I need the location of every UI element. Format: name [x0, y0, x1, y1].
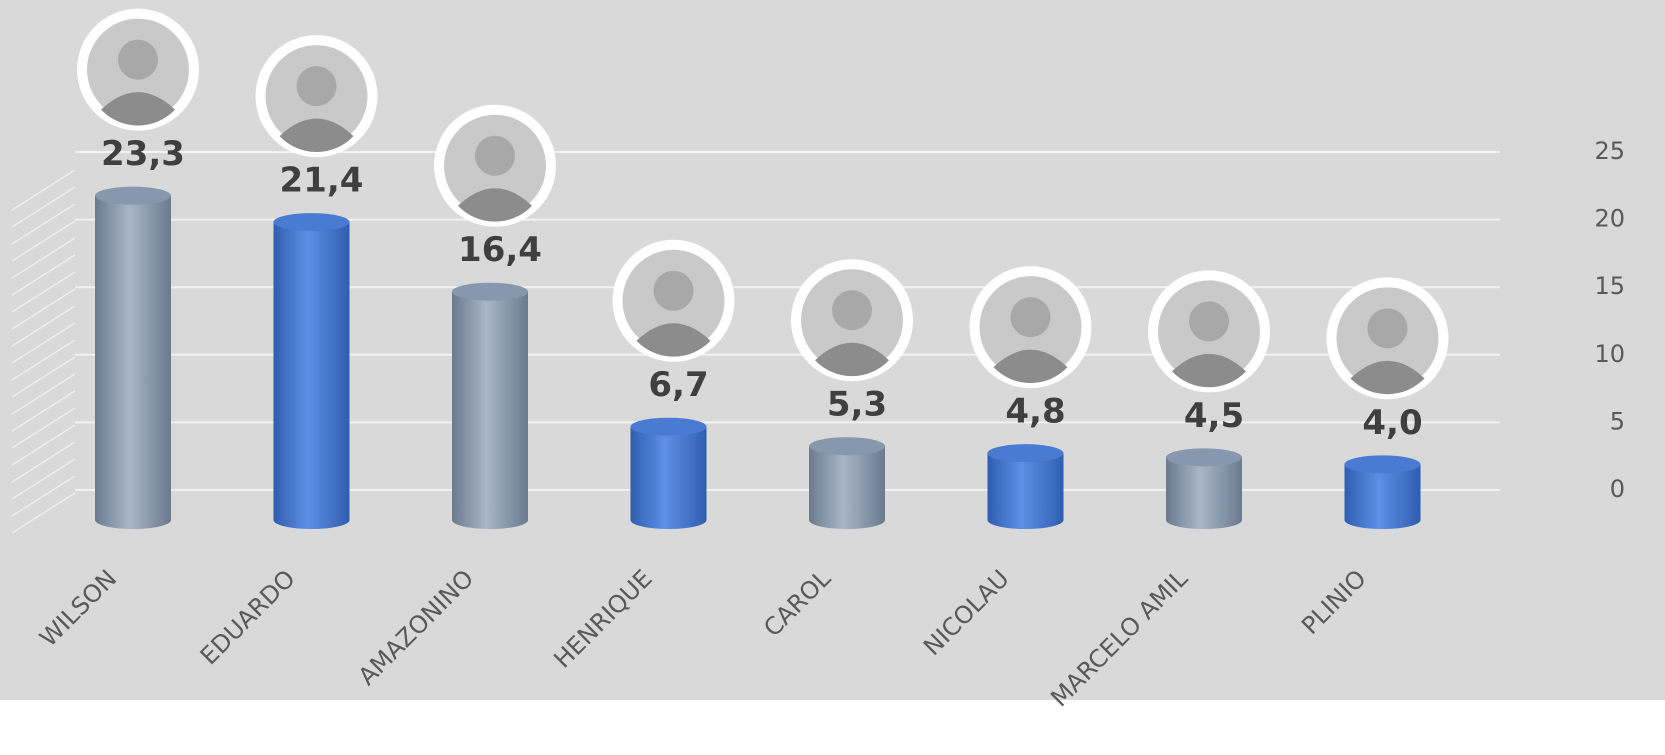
photo-head: [832, 290, 872, 331]
photo-body: [1172, 353, 1246, 388]
bar: [1344, 455, 1421, 529]
wall-line: [11, 237, 76, 279]
photo-head: [475, 135, 515, 176]
bar-top: [809, 437, 885, 456]
photo-head: [653, 270, 694, 311]
y-tick-label: 10: [1594, 340, 1625, 368]
bar-top: [1344, 455, 1421, 474]
value-label: 5,3: [827, 385, 887, 425]
wall-line: [11, 441, 76, 483]
wall-line: [11, 220, 76, 262]
wall-line: [11, 458, 76, 500]
y-tick-label: 5: [1610, 407, 1625, 435]
wall-line: [11, 169, 76, 211]
photo-body: [279, 118, 354, 153]
photo-body: [1350, 360, 1425, 395]
y-tick-label: 20: [1594, 205, 1625, 233]
wall-line: [11, 390, 76, 432]
bar: [452, 282, 528, 529]
bar-body: [273, 222, 350, 529]
wall-line: [11, 424, 76, 466]
wall-line: [11, 254, 76, 296]
bar-top: [95, 186, 171, 205]
wall-line: [11, 475, 76, 517]
bar-body: [630, 426, 707, 529]
y-tick-label: 15: [1594, 272, 1625, 300]
bar-top: [273, 213, 350, 232]
bar-body: [95, 195, 171, 529]
wall-line: [11, 356, 76, 398]
bar-top: [630, 417, 707, 436]
photo-head: [118, 39, 158, 80]
value-label: 21,4: [280, 161, 364, 201]
value-label: 4,0: [1362, 403, 1422, 443]
bar-body: [809, 446, 885, 529]
wall-line: [11, 339, 76, 381]
value-label: 16,4: [458, 230, 542, 270]
bar: [1166, 448, 1242, 529]
value-label: 6,7: [648, 365, 708, 405]
bar-body: [452, 291, 528, 529]
bar-body: [1344, 464, 1421, 529]
photo-body: [458, 188, 532, 222]
bar: [630, 417, 707, 529]
value-label: 4,5: [1184, 396, 1244, 436]
bar: [273, 213, 350, 529]
bar: [809, 437, 885, 529]
photo-head: [296, 66, 337, 107]
bar-body: [987, 453, 1064, 529]
value-label: 23,3: [101, 134, 185, 174]
wall-line: [11, 203, 76, 245]
photo-head: [1010, 297, 1051, 338]
bar-body: [1166, 457, 1242, 529]
y-tick-label: 0: [1610, 475, 1625, 503]
photo-body: [101, 92, 175, 126]
wall-line: [11, 373, 76, 415]
photo-body: [993, 349, 1068, 384]
wall-line: [11, 305, 76, 347]
bar-top: [987, 444, 1064, 463]
wall-line: [11, 322, 76, 364]
wall-line: [11, 492, 76, 534]
photo-body: [815, 342, 889, 377]
photo-head: [1367, 308, 1408, 349]
photo-head: [1189, 301, 1229, 342]
wall-line: [11, 186, 76, 228]
bar: [987, 444, 1064, 529]
bar: [95, 186, 171, 529]
bar-top: [452, 282, 528, 301]
wall-line: [11, 407, 76, 449]
wall-line: [11, 288, 76, 330]
wall-line: [11, 271, 76, 313]
bar-top: [1166, 448, 1242, 467]
y-tick-label: 25: [1594, 137, 1625, 165]
photo-body: [636, 323, 711, 357]
value-label: 4,8: [1005, 392, 1065, 432]
